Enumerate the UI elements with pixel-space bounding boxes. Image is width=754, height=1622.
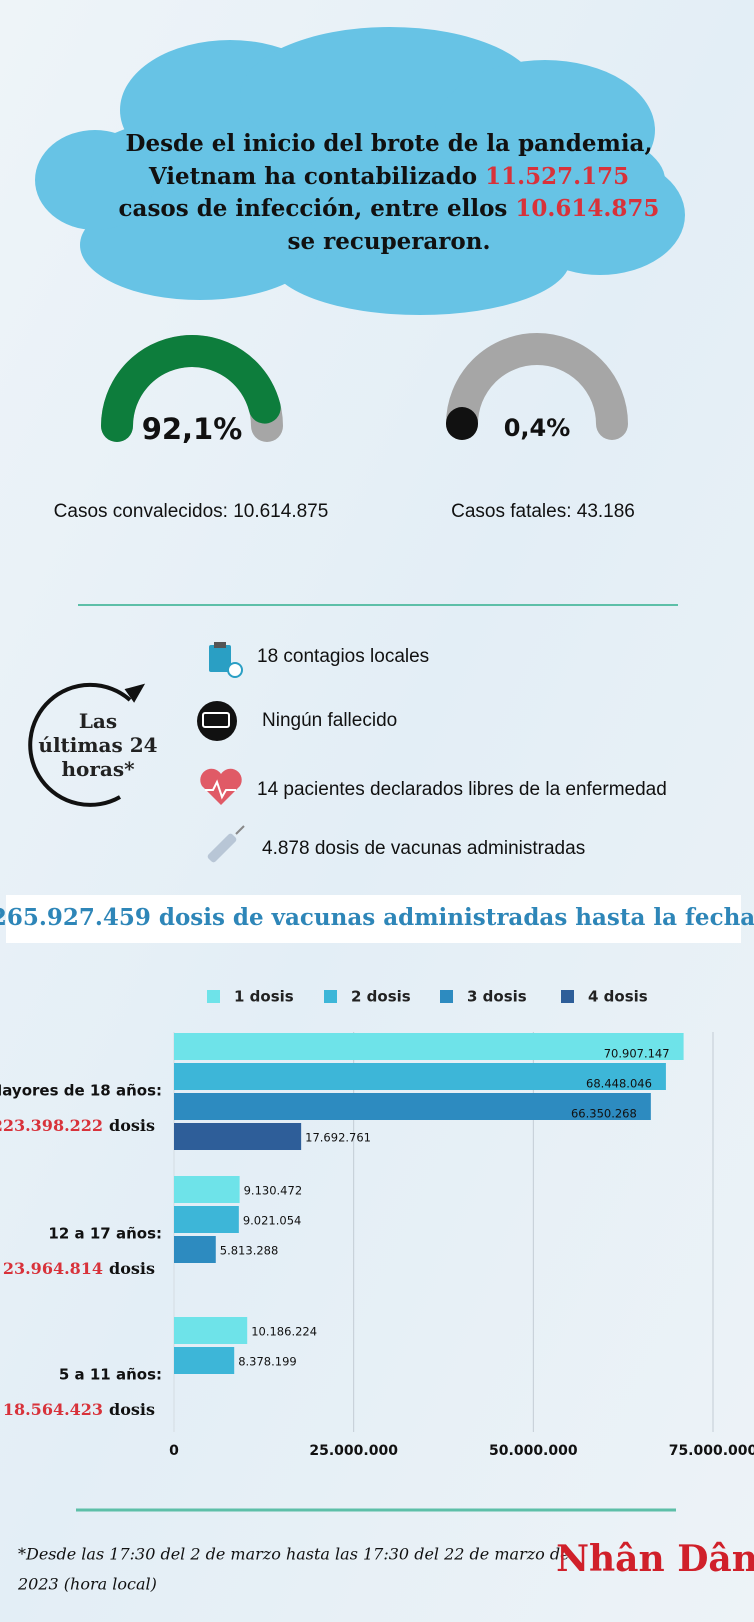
category-label: Mayores de 18 años: (0, 1082, 162, 1100)
value-label: 8.378.199 (238, 1355, 297, 1369)
header-line: Vietnam ha contabilizado 11.527.175 (148, 163, 629, 190)
category-total: 23.964.814 dosis (3, 1259, 155, 1278)
value-label: 70.907.147 (604, 1047, 670, 1061)
total-unit: dosis (109, 1400, 155, 1419)
legend-marker (207, 990, 220, 1003)
bar (174, 1347, 235, 1374)
total-value: 23.964.814 (3, 1259, 103, 1278)
legend-marker (324, 990, 337, 1003)
header-line: casos de infección, entre ellos 10.614.8… (119, 195, 660, 222)
bar (174, 1093, 651, 1120)
value-label: 68.448.046 (586, 1077, 652, 1091)
value-label: 10.186.224 (251, 1325, 317, 1339)
bar (174, 1123, 302, 1150)
legend-marker (440, 990, 453, 1003)
x-tick-label: 25.000.000 (309, 1443, 398, 1459)
header-text: casos de infección, entre ellos (119, 195, 516, 222)
item: 18 contagios locales (257, 646, 429, 667)
total-unit: dosis (109, 1259, 155, 1278)
legend-label: 3 dosis (467, 988, 527, 1006)
footnote: *Desde las 17:30 del 2 de marzo hasta la… (18, 1545, 570, 1564)
bar (174, 1317, 248, 1344)
bar (174, 1236, 216, 1263)
item: 4.878 dosis de vacunas administradas (262, 838, 585, 859)
x-tick-label: 0 (169, 1443, 179, 1459)
bar (174, 1033, 684, 1060)
category-total: 223.398.222 dosis (0, 1116, 155, 1135)
cycle-icon (28, 682, 146, 807)
bar (174, 1206, 239, 1233)
legend-marker (561, 990, 574, 1003)
x-tick-label: 75.000.000 (669, 1443, 754, 1459)
value-label: 17.692.761 (305, 1131, 371, 1145)
total-value: 223.398.222 (0, 1116, 103, 1135)
item: 14 pacientes declarados libres de la enf… (257, 779, 667, 800)
icon-ambulance (197, 701, 237, 741)
icon-syringe (207, 825, 245, 863)
last-24h-items: 18 contagios locales Ningún fallecido 14… (257, 646, 667, 859)
header-line: Desde el inicio del brote de la pandemia… (126, 130, 653, 157)
total-unit: dosis (109, 1116, 155, 1135)
gauge-label: 92,1% (142, 412, 243, 446)
header-line: se recuperaron. (288, 228, 491, 255)
gauge-arc (101, 335, 281, 442)
bar (174, 1176, 240, 1203)
footnote: 2023 (hora local) (17, 1575, 157, 1594)
header: Desde el inicio del brote de la pandemia… (119, 130, 660, 255)
value-label: 9.130.472 (244, 1184, 303, 1198)
category-label: 12 a 17 años: (48, 1225, 162, 1243)
title-line: últimas 24 (38, 733, 157, 757)
value-label: 5.813.288 (220, 1244, 279, 1258)
value-label: 66.350.268 (571, 1107, 637, 1121)
title-line: horas* (61, 757, 135, 781)
x-tick-label: 50.000.000 (489, 1443, 578, 1459)
item: Ningún fallecido (262, 710, 397, 731)
legend-label: 4 dosis (588, 988, 648, 1006)
total-cases: 11.527.175 (485, 163, 629, 190)
gauge-label: 0,4% (504, 414, 571, 442)
title-line: Las (79, 709, 117, 733)
icon-heart (200, 768, 242, 805)
cloud (35, 27, 685, 315)
legend-label: 1 dosis (234, 988, 294, 1006)
banner-box (6, 895, 741, 943)
legend-label: 2 dosis (351, 988, 411, 1006)
gauge-caption: Casos fatales: 43.186 (451, 501, 635, 522)
bar (174, 1063, 666, 1090)
icon-clipboard (209, 642, 243, 678)
value-label: 9.021.054 (243, 1214, 302, 1228)
banner: 265.927.459 dosis de vacunas administrad… (0, 904, 754, 931)
gauge-track (446, 333, 628, 440)
recovered: 10.614.875 (515, 195, 659, 222)
total-value: 18.564.423 (3, 1400, 103, 1419)
logo: Nhân Dân (556, 1538, 754, 1580)
category-label: 5 a 11 años: (59, 1366, 162, 1384)
category-total: 18.564.423 dosis (3, 1400, 155, 1419)
header-text: Vietnam ha contabilizado (148, 163, 485, 190)
gauge-caption: Casos convalecidos: 10.614.875 (54, 501, 329, 522)
last-24h-title: Las últimas 24 horas* (38, 709, 157, 781)
